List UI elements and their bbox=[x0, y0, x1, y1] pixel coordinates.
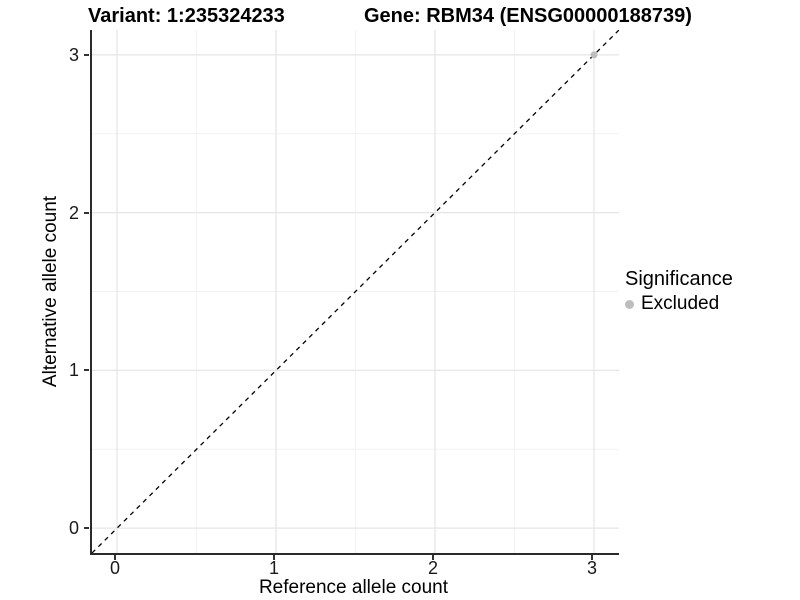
plot-panel bbox=[90, 30, 619, 555]
y-tick-label: 0 bbox=[68, 518, 79, 539]
x-axis-title: Reference allele count bbox=[258, 577, 449, 598]
x-tick-label: 1 bbox=[268, 558, 279, 578]
y-tick-label: 1 bbox=[68, 360, 79, 381]
x-tick-mark bbox=[431, 555, 434, 560]
x-tick-label: 3 bbox=[586, 558, 597, 578]
y-tick-mark bbox=[84, 527, 89, 530]
x-tick-mark bbox=[114, 555, 117, 560]
y-tick-label: 2 bbox=[68, 202, 79, 223]
identity-line bbox=[92, 30, 619, 553]
y-tick-mark bbox=[84, 369, 89, 372]
plot-canvas bbox=[92, 30, 619, 553]
x-tick-label: 0 bbox=[110, 558, 121, 578]
legend-title: Significance bbox=[625, 268, 733, 290]
y-tick-mark bbox=[84, 53, 89, 56]
legend-key-dot-icon bbox=[625, 299, 634, 309]
data-point bbox=[590, 51, 598, 59]
legend: Significance Excluded bbox=[625, 268, 795, 315]
y-tick-mark bbox=[84, 211, 89, 214]
x-tick-mark bbox=[590, 555, 593, 560]
legend-item-label: Excluded bbox=[641, 293, 720, 314]
x-tick-label: 2 bbox=[427, 558, 438, 578]
x-tick-mark bbox=[273, 555, 275, 560]
y-axis-title: Alternative allele count bbox=[40, 195, 61, 388]
y-tick-label: 3 bbox=[68, 44, 79, 65]
plot-title-gene: Gene: RBM34 (ENSG00000188739) bbox=[364, 5, 692, 27]
plot-title-variant: Variant: 1:235324233 bbox=[88, 5, 285, 27]
legend-items: Excluded bbox=[625, 293, 795, 315]
legend-item: Excluded bbox=[625, 293, 795, 315]
